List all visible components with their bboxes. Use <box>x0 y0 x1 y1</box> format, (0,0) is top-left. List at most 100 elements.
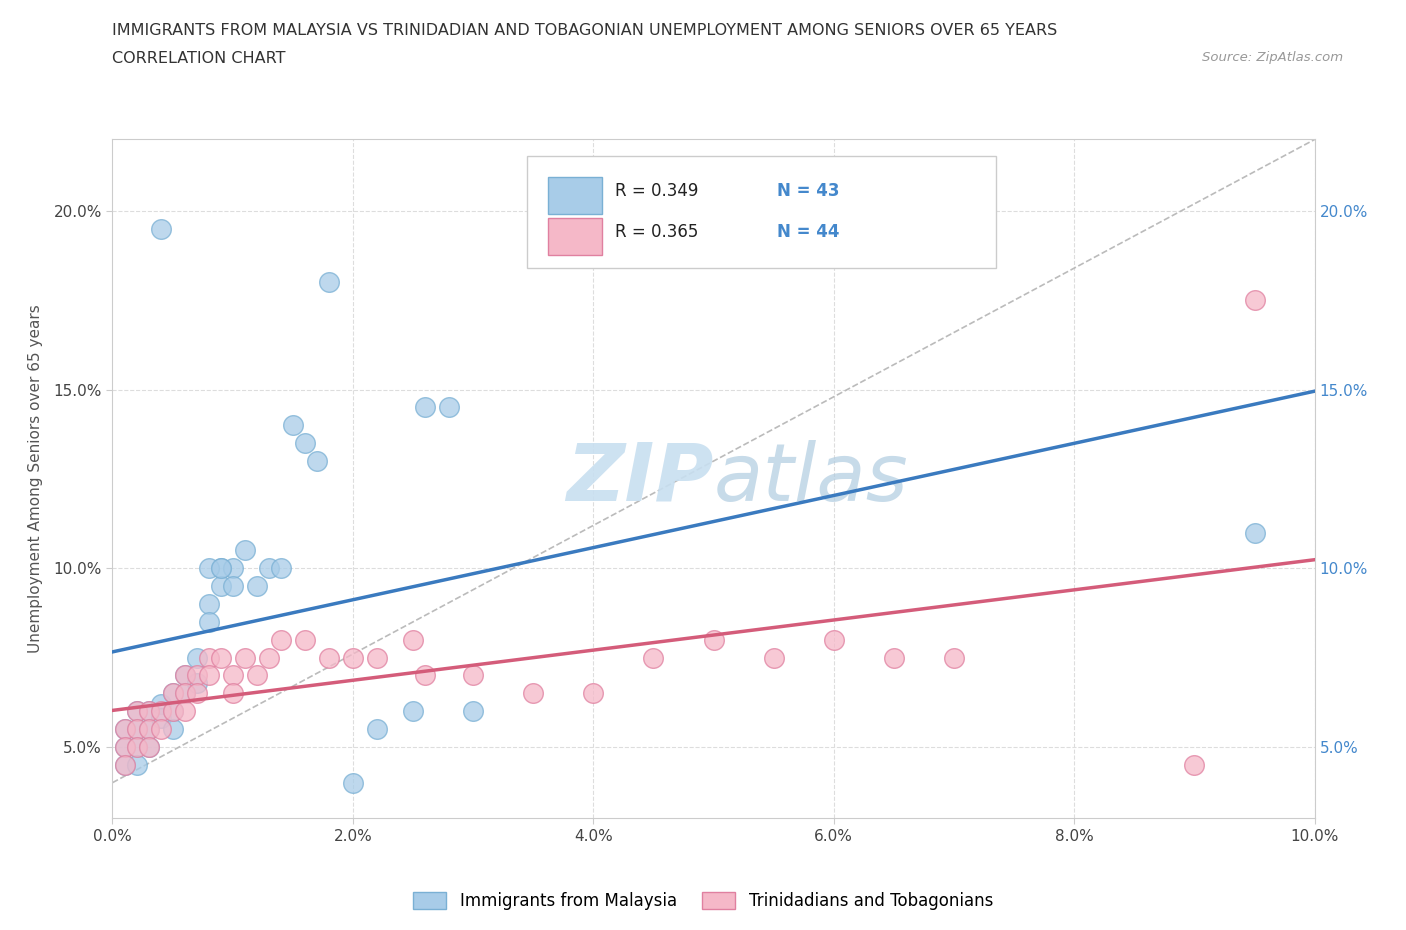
Point <box>1184 757 1206 772</box>
Point <box>1243 525 1265 540</box>
Point <box>305 454 328 469</box>
Point <box>197 668 219 683</box>
FancyBboxPatch shape <box>527 156 995 269</box>
Point <box>149 221 172 236</box>
Point <box>643 650 665 665</box>
Point <box>366 650 388 665</box>
Point <box>246 668 269 683</box>
Point <box>114 757 136 772</box>
Point <box>402 704 425 719</box>
Point <box>149 704 172 719</box>
Point <box>257 561 280 576</box>
Point <box>222 561 245 576</box>
Point <box>197 615 219 630</box>
Point <box>197 596 219 611</box>
Text: IMMIGRANTS FROM MALAYSIA VS TRINIDADIAN AND TOBAGONIAN UNEMPLOYMENT AMONG SENIOR: IMMIGRANTS FROM MALAYSIA VS TRINIDADIAN … <box>112 23 1057 38</box>
Point <box>173 686 195 701</box>
Point <box>162 704 184 719</box>
Point <box>294 632 316 647</box>
Text: N = 44: N = 44 <box>778 223 839 241</box>
Point <box>114 722 136 737</box>
Point <box>294 436 316 451</box>
Point <box>270 632 292 647</box>
FancyBboxPatch shape <box>548 218 602 255</box>
Point <box>138 722 160 737</box>
Point <box>138 704 160 719</box>
FancyBboxPatch shape <box>548 177 602 214</box>
Point <box>114 739 136 754</box>
Point <box>342 776 364 790</box>
Point <box>138 704 160 719</box>
Point <box>402 632 425 647</box>
Point <box>318 275 340 290</box>
Point <box>209 561 232 576</box>
Point <box>149 697 172 711</box>
Point <box>257 650 280 665</box>
Point <box>342 650 364 665</box>
Text: R = 0.365: R = 0.365 <box>614 223 699 241</box>
Point <box>413 668 436 683</box>
Point <box>125 757 148 772</box>
Point <box>125 704 148 719</box>
Point <box>186 668 208 683</box>
Point <box>114 722 136 737</box>
Text: R = 0.349: R = 0.349 <box>614 182 699 200</box>
Point <box>461 704 484 719</box>
Point <box>246 578 269 593</box>
Point <box>582 686 605 701</box>
Point <box>186 686 208 701</box>
Point <box>173 686 195 701</box>
Point <box>823 632 845 647</box>
Point <box>522 686 544 701</box>
Point <box>186 650 208 665</box>
Point <box>125 722 148 737</box>
Point <box>1243 293 1265 308</box>
Text: atlas: atlas <box>713 440 908 518</box>
Point <box>162 704 184 719</box>
Point <box>209 650 232 665</box>
Point <box>197 650 219 665</box>
Point <box>233 650 256 665</box>
Point <box>173 668 195 683</box>
Point <box>461 668 484 683</box>
Point <box>125 704 148 719</box>
Point <box>702 632 725 647</box>
Point <box>413 400 436 415</box>
Point <box>149 711 172 725</box>
Point <box>173 704 195 719</box>
Text: Source: ZipAtlas.com: Source: ZipAtlas.com <box>1202 51 1343 64</box>
Point <box>762 650 785 665</box>
Point <box>138 739 160 754</box>
Point <box>149 722 172 737</box>
Point <box>186 675 208 690</box>
Point <box>281 418 304 432</box>
Point <box>138 739 160 754</box>
Point <box>209 578 232 593</box>
Point <box>437 400 460 415</box>
Point <box>883 650 905 665</box>
Point <box>162 722 184 737</box>
Legend: Immigrants from Malaysia, Trinidadians and Tobagonians: Immigrants from Malaysia, Trinidadians a… <box>406 885 1000 917</box>
Text: ZIP: ZIP <box>567 440 713 518</box>
Point <box>222 668 245 683</box>
Point <box>366 722 388 737</box>
Point <box>270 561 292 576</box>
Point <box>233 543 256 558</box>
Point <box>125 722 148 737</box>
Point <box>162 686 184 701</box>
Y-axis label: Unemployment Among Seniors over 65 years: Unemployment Among Seniors over 65 years <box>28 305 42 653</box>
Point <box>222 578 245 593</box>
Point <box>125 739 148 754</box>
Point <box>942 650 965 665</box>
Point <box>318 650 340 665</box>
Text: CORRELATION CHART: CORRELATION CHART <box>112 51 285 66</box>
Point <box>197 561 219 576</box>
Point <box>114 757 136 772</box>
Point <box>173 668 195 683</box>
Point <box>162 686 184 701</box>
Point <box>222 686 245 701</box>
Text: N = 43: N = 43 <box>778 182 839 200</box>
Point <box>209 561 232 576</box>
Point <box>114 739 136 754</box>
Point <box>138 722 160 737</box>
